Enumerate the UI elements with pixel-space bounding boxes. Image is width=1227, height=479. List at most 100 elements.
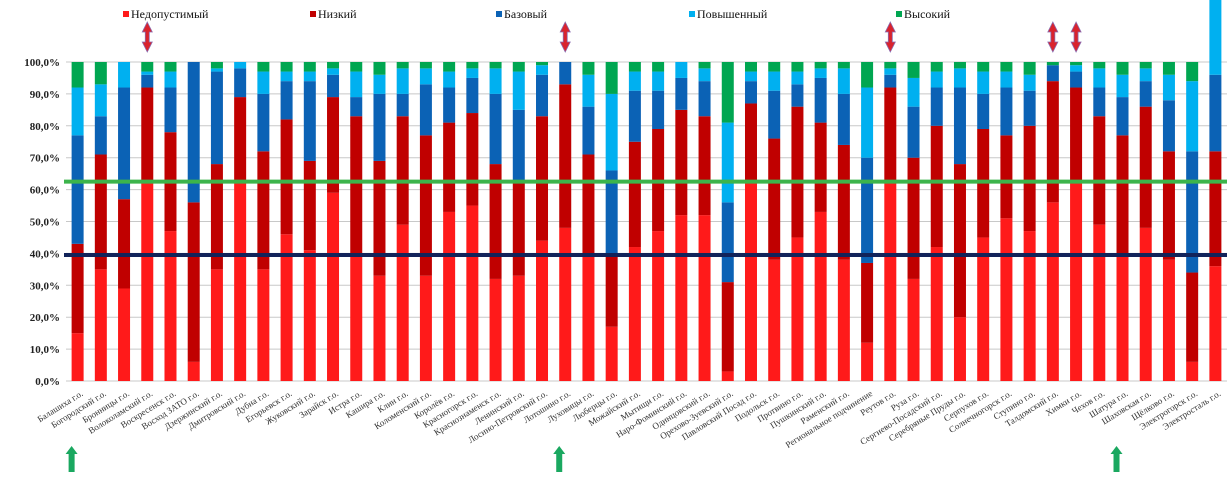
bar-stack: [536, 62, 549, 381]
bar-segment: [443, 62, 456, 72]
bar-stack: [861, 62, 874, 381]
bar-stack: [1139, 62, 1152, 381]
bar-segment: [164, 62, 177, 72]
bar-segment: [489, 68, 502, 94]
bar-segment: [814, 211, 827, 381]
bar-segment: [768, 90, 781, 139]
bar-segment: [327, 192, 340, 381]
bar-stack: [234, 62, 247, 381]
y-tick-label: 100,0%: [24, 57, 60, 69]
bar-stack: [419, 62, 432, 381]
bar-segment: [141, 62, 154, 72]
bar-segment: [861, 62, 874, 88]
bar-segment: [1116, 253, 1129, 381]
bar-stack: [141, 62, 154, 381]
bar-segment: [1046, 65, 1059, 82]
red-double-arrow-icon: [1070, 21, 1082, 53]
bar-stack: [791, 62, 804, 381]
bar-segment: [930, 125, 943, 248]
bar-stack: [628, 62, 641, 381]
bar-segment: [744, 103, 757, 184]
bar-segment: [791, 237, 804, 381]
bar-segment: [814, 62, 827, 69]
bar-segment: [118, 288, 131, 381]
bar-stack: [280, 62, 293, 381]
bar-segment: [419, 84, 432, 136]
bar-segment: [1070, 87, 1083, 184]
bar-stack: [930, 62, 943, 381]
bar-segment: [884, 183, 897, 381]
bar-segment: [559, 227, 572, 381]
bar-segment: [443, 211, 456, 381]
bar-segment: [466, 113, 479, 206]
bar-segment: [350, 71, 363, 98]
bar-segment: [1162, 151, 1175, 260]
bar-segment: [652, 90, 665, 129]
bar-stack: [1023, 62, 1036, 381]
bar-segment: [303, 62, 316, 72]
green-up-arrow-icon: [553, 446, 566, 472]
bar-stack: [1116, 62, 1129, 381]
bar-segment: [1070, 65, 1083, 72]
bar-segment: [187, 62, 200, 203]
bar-segment: [512, 62, 525, 72]
bar-segment: [1186, 62, 1199, 82]
bar-segment: [210, 62, 223, 69]
red-double-arrow-icon: [559, 21, 571, 53]
bar-segment: [628, 62, 641, 72]
bar-stack: [118, 62, 131, 381]
bar-segment: [234, 97, 247, 184]
bar-segment: [373, 93, 386, 161]
bar-segment: [350, 62, 363, 72]
bar-segment: [1070, 183, 1083, 381]
bar-stack: [977, 62, 990, 381]
bar-segment: [1116, 62, 1129, 75]
bar-segment: [605, 170, 618, 257]
bar-segment: [210, 269, 223, 381]
bar-segment: [1209, 74, 1222, 152]
bar-segment: [814, 122, 827, 212]
bar-segment: [303, 81, 316, 161]
bar-stack: [257, 62, 270, 381]
bar-segment: [791, 84, 804, 107]
bar-segment: [1139, 106, 1152, 228]
bar-segment: [1209, 151, 1222, 267]
y-tick-label: 50,0%: [30, 217, 60, 229]
bar-segment: [350, 256, 363, 381]
bar-segment: [559, 84, 572, 228]
bar-segment: [1116, 135, 1129, 254]
bar-segment: [1000, 87, 1013, 136]
bar-segment: [930, 62, 943, 72]
bar-segment: [1023, 125, 1036, 232]
bar-segment: [71, 243, 84, 334]
bar-segment: [1000, 71, 1013, 88]
bar-segment: [1162, 62, 1175, 75]
bar-segment: [1023, 231, 1036, 381]
bar-segment: [953, 68, 966, 88]
bar-segment: [443, 87, 456, 123]
bar-segment: [536, 116, 549, 241]
y-tick-label: 20,0%: [30, 312, 60, 324]
bar-segment: [466, 62, 479, 69]
bar-segment: [118, 62, 131, 88]
bar-segment: [1046, 202, 1059, 381]
bar-stack: [164, 62, 177, 381]
red-double-arrow-icon: [1047, 21, 1059, 53]
bar-segment: [977, 237, 990, 381]
bar-segment: [582, 253, 595, 381]
bar-segment: [419, 275, 432, 381]
bar-segment: [1093, 87, 1106, 117]
bar-segment: [698, 215, 711, 381]
bar-segment: [536, 65, 549, 75]
bar-stack: [466, 62, 479, 381]
y-tick-label: 0,0%: [35, 376, 60, 388]
bar-segment: [698, 81, 711, 117]
bar-segment: [930, 247, 943, 381]
bar-segment: [210, 164, 223, 270]
bar-segment: [861, 342, 874, 381]
bar-segment: [280, 71, 293, 82]
bar-segment: [1093, 224, 1106, 381]
bar-stack: [327, 62, 340, 381]
bar-segment: [907, 77, 920, 107]
